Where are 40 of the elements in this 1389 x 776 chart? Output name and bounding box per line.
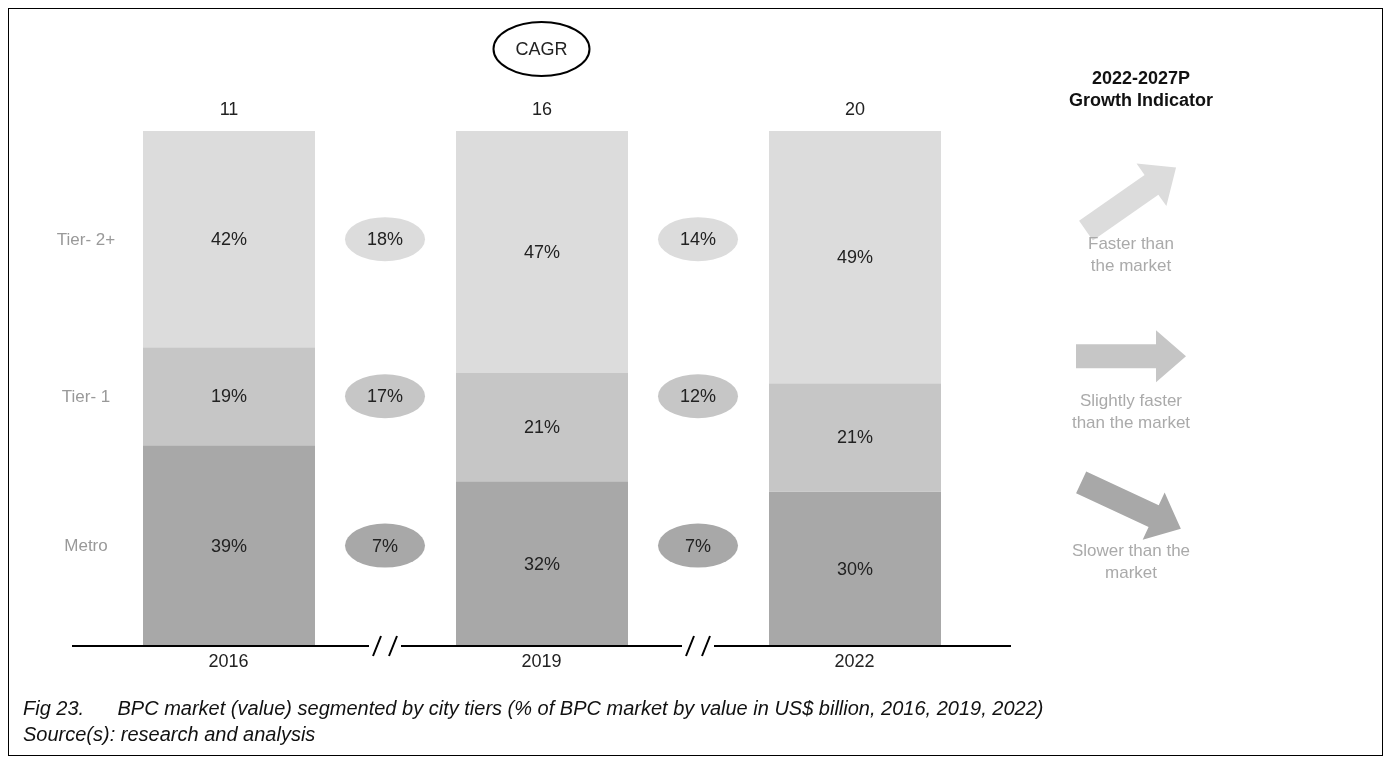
text: 16: [531, 99, 553, 119]
annotation: 7%: [371, 535, 399, 556]
bar: [143, 445, 315, 646]
annotation: 12%: [679, 386, 717, 407]
text: 11: [219, 99, 239, 119]
annotation: 14%: [679, 229, 717, 250]
data-label: 30%: [836, 558, 874, 579]
text: 2022-2027P Growth Indicator: [1069, 68, 1213, 110]
data-label: 39%: [210, 535, 248, 556]
data-label: 47%: [523, 242, 561, 263]
series-label: Tier- 2+: [56, 229, 116, 249]
bar: [143, 347, 315, 446]
bar: [456, 481, 628, 646]
text: Metro: [64, 536, 108, 556]
bar: [456, 373, 628, 482]
annotation: 17%: [366, 386, 404, 407]
text: Slower than the market: [1071, 540, 1191, 582]
data-label: 21%: [523, 417, 561, 438]
source-note: Source(s): research and analysis: [23, 722, 317, 747]
annotation: 18%: [366, 229, 404, 250]
series-label: Tier- 1: [61, 386, 111, 406]
text: 20: [844, 99, 866, 119]
bar: [456, 131, 628, 374]
x-tick-label: 2016: [208, 650, 249, 671]
data-label: 49%: [836, 247, 874, 268]
data-label: 19%: [210, 386, 248, 407]
bar: [769, 383, 941, 492]
x-tick-label: 2019: [521, 650, 562, 671]
data-label: 32%: [523, 553, 561, 574]
data-label: 42%: [210, 229, 248, 250]
data-label: 21%: [836, 427, 874, 448]
text: Slightly faster than the market: [1071, 391, 1191, 433]
text: CAGR: [515, 39, 568, 59]
bar: [769, 131, 941, 384]
text: Fig 23. BPC market (value) segmented by city tiers (% of BPC market by value in US$ billion, 2016, 2019, 2022): [23, 696, 1045, 721]
text: Faster than the market: [1088, 234, 1174, 276]
x-tick-label: 2022: [834, 650, 875, 671]
bar: [769, 491, 941, 646]
annotation: 7%: [684, 535, 712, 556]
bar: [143, 131, 315, 348]
